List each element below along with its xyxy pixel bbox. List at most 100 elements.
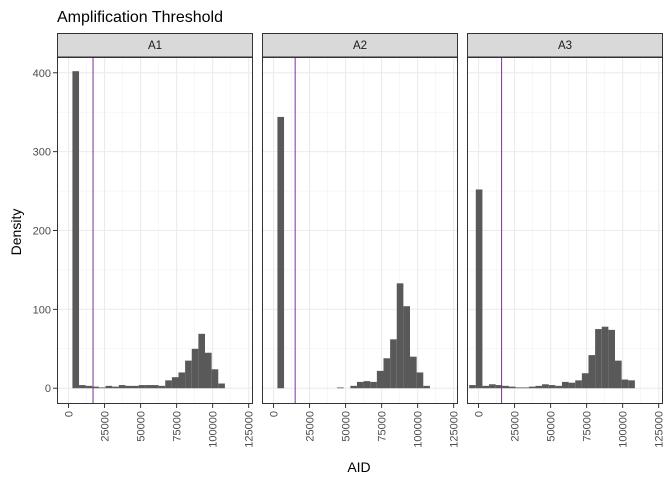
x-tick-label: 25000 xyxy=(100,411,112,442)
histogram-bar xyxy=(410,356,417,389)
y-axis-title: Density xyxy=(8,209,24,256)
y-tick-label: 200 xyxy=(33,226,51,238)
x-axis-title: AID xyxy=(347,459,370,475)
histogram-bar xyxy=(581,373,589,389)
histogram-bar xyxy=(198,333,206,389)
panel-a1: A1 0 25000 50000 75000 100000 125000 xyxy=(57,33,256,448)
histogram-bar xyxy=(595,329,602,389)
x-tick-label: 0 xyxy=(474,411,486,417)
y-tick-label: 400 xyxy=(33,68,51,80)
histogram-bar xyxy=(337,387,344,389)
x-tick-label: 50000 xyxy=(341,411,353,442)
x-tick-label: 125000 xyxy=(654,411,666,448)
histogram-bar xyxy=(522,387,529,389)
histogram-bar xyxy=(191,348,199,389)
histogram-bar xyxy=(158,385,166,389)
y-tick-label: 300 xyxy=(33,147,51,159)
x-tick-label: 75000 xyxy=(377,411,389,442)
histogram-bar xyxy=(423,385,430,389)
histogram-bar xyxy=(628,380,635,389)
histogram-bar xyxy=(575,380,582,389)
histogram-bar xyxy=(515,387,523,389)
histogram-bar xyxy=(211,369,219,389)
x-tick-label: 125000 xyxy=(244,411,256,448)
histogram-bar xyxy=(489,384,496,389)
histogram-bar xyxy=(132,385,139,389)
histogram-bar xyxy=(165,380,172,389)
histogram-bar xyxy=(542,384,549,389)
panels-group: A1 0 25000 50000 75000 100000 125000 A2 0 25000 50… xyxy=(57,33,666,448)
x-tick-label: 75000 xyxy=(582,411,594,442)
x-tick-label: 100000 xyxy=(618,411,630,448)
histogram-bar xyxy=(112,386,119,389)
histogram-bar xyxy=(218,383,225,389)
histogram-bar xyxy=(383,358,391,389)
histogram-bar xyxy=(277,116,285,389)
histogram-bar xyxy=(205,352,212,389)
x-tick-label: 75000 xyxy=(172,411,184,442)
histogram-bar xyxy=(608,329,616,389)
facet-strip-label: A1 xyxy=(148,40,162,52)
histogram-bar xyxy=(85,385,93,389)
x-tick-label: 25000 xyxy=(305,411,317,442)
histogram-bar xyxy=(125,385,133,389)
histogram-bar xyxy=(396,283,404,389)
histogram-bar xyxy=(528,386,536,389)
histogram-bar xyxy=(502,385,509,389)
histogram-bar xyxy=(118,385,126,389)
histogram-bar xyxy=(138,385,146,389)
histogram-bar xyxy=(72,71,80,389)
histogram-bar xyxy=(469,385,476,389)
histogram-bar xyxy=(363,381,371,389)
chart-title: Amplification Threshold xyxy=(57,9,223,26)
histogram-bar xyxy=(568,382,576,389)
facet-strip xyxy=(57,33,253,58)
histogram-bar xyxy=(416,372,424,389)
histogram-bar xyxy=(615,360,622,389)
panel-a2: A2 0 25000 50000 75000 100000 125000 xyxy=(262,33,461,448)
histogram-bar xyxy=(79,385,86,389)
x-tick-label: 0 xyxy=(64,411,76,417)
histogram-bar xyxy=(588,355,596,389)
x-tick-label: 125000 xyxy=(449,411,461,448)
histogram-bar xyxy=(185,360,192,389)
facet-strip-label: A2 xyxy=(353,40,367,52)
y-tick-label: 100 xyxy=(33,304,51,316)
histogram-bar xyxy=(356,381,364,389)
histogram-bar xyxy=(178,372,186,389)
histogram-bar xyxy=(390,339,397,389)
panel-a3: A3 0 25000 50000 75000 100000 125000 xyxy=(467,33,666,448)
facet-strip xyxy=(262,33,458,58)
histogram-bar xyxy=(370,381,377,389)
y-tick-label: 0 xyxy=(45,383,51,395)
histogram-bar xyxy=(482,385,490,389)
histogram-bar xyxy=(403,306,411,389)
histogram-bar xyxy=(171,377,179,389)
histogram-bar xyxy=(105,385,113,389)
histogram-bar xyxy=(92,386,99,389)
histogram-bar xyxy=(508,386,516,389)
histogram-bar xyxy=(495,385,503,389)
x-tick-label: 100000 xyxy=(413,411,425,448)
histogram-bar xyxy=(376,370,384,389)
x-tick-label: 100000 xyxy=(208,411,220,448)
histogram-bar xyxy=(621,379,629,389)
histogram-bar xyxy=(601,326,609,389)
histogram-bar xyxy=(555,385,562,389)
facet-strip xyxy=(467,33,663,58)
x-tick-label: 25000 xyxy=(510,411,522,442)
facet-strip-label: A3 xyxy=(558,40,572,52)
x-tick-label: 0 xyxy=(269,411,281,417)
histogram-bar xyxy=(561,381,569,389)
histogram-bar xyxy=(151,385,159,389)
histogram-bar xyxy=(145,385,152,389)
y-axis: 0 100 200 300 400 xyxy=(33,68,57,395)
histogram-bar xyxy=(548,385,556,389)
histogram-bar xyxy=(475,189,483,389)
x-tick-label: 50000 xyxy=(546,411,558,442)
histogram-bar xyxy=(535,385,543,389)
histogram-bar xyxy=(98,387,106,389)
histogram-bar xyxy=(350,385,357,389)
